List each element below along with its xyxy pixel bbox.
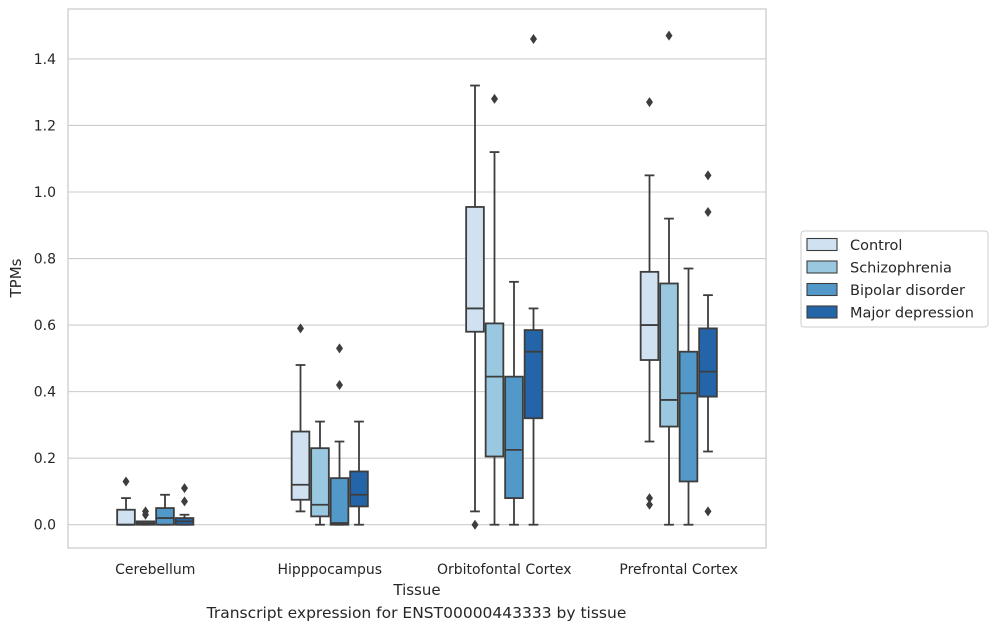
outlier-point	[471, 519, 479, 530]
y-tick-labels: 0.0 0.2 0.4 0.6 0.8 1.0 1.2 1.4	[34, 52, 56, 534]
box-iqr	[484, 322, 505, 458]
box-iqr	[659, 282, 679, 428]
y-tick-label: 0.8	[34, 252, 56, 268]
y-tick-label: 0.0	[34, 518, 56, 534]
box	[504, 280, 524, 526]
box	[523, 33, 544, 526]
box	[290, 323, 311, 513]
outlier-point	[646, 493, 653, 504]
box-iqr	[290, 430, 311, 501]
box-iqr	[523, 329, 544, 420]
box	[698, 170, 718, 517]
outlier-point	[122, 476, 130, 487]
box-iqr	[349, 470, 369, 508]
legend-entry: Schizophrenia	[850, 261, 952, 277]
box-iqr	[116, 508, 136, 526]
outlier-point	[181, 483, 188, 494]
box-iqr	[678, 350, 699, 483]
x-tick-labels: Cerebellum Hipppocampus Orbitofontal Corte…	[115, 562, 738, 578]
box	[329, 343, 350, 526]
outlier-point	[646, 499, 653, 510]
box	[465, 84, 485, 530]
x-tick-label: Hipppocampus	[277, 562, 382, 578]
outlier-point	[181, 496, 188, 507]
boxes	[116, 30, 718, 530]
y-tick-label: 1.4	[34, 52, 56, 68]
box	[310, 420, 330, 526]
legend-entry: Bipolar disorder	[850, 283, 965, 299]
box	[349, 420, 369, 526]
outlier-point	[336, 379, 343, 390]
box-iqr	[639, 270, 660, 361]
y-tick-label: 0.6	[34, 318, 56, 334]
outlier-point	[665, 30, 673, 41]
legend-swatch	[806, 305, 838, 319]
outlier-point	[704, 506, 712, 517]
box	[639, 97, 660, 510]
x-tick-label: Cerebellum	[115, 562, 195, 578]
outlier-point	[530, 33, 537, 44]
y-axis-label: TPMs	[7, 258, 25, 298]
legend-swatch	[806, 237, 838, 252]
box	[174, 483, 195, 526]
box	[135, 506, 156, 526]
legend-entry: Major depression	[850, 306, 974, 322]
outlier-point	[297, 323, 304, 334]
box	[659, 30, 679, 526]
box	[155, 493, 175, 526]
box	[116, 476, 136, 526]
box-iqr	[329, 477, 350, 526]
outlier-point	[704, 170, 712, 181]
x-tick-label: Prefrontal Cortex	[619, 562, 738, 578]
outlier-point	[646, 97, 653, 108]
legend-swatch	[806, 260, 838, 274]
y-tick-label: 0.4	[34, 385, 56, 401]
box	[484, 93, 505, 526]
outlier-point	[336, 343, 343, 354]
y-tick-label: 0.2	[34, 451, 56, 467]
box-iqr	[504, 375, 524, 499]
box-iqr	[698, 327, 718, 398]
box-iqr	[465, 206, 485, 333]
x-tick-label: Orbitofontal Cortex	[437, 562, 572, 578]
y-tick-label: 1.2	[34, 118, 56, 134]
outlier-point	[704, 206, 712, 217]
outlier-point	[142, 509, 149, 520]
outlier-point	[491, 93, 498, 104]
gridlines	[68, 58, 766, 526]
legend-swatch	[806, 282, 838, 297]
box-iqr	[155, 507, 175, 526]
plot-area-frame	[67, 8, 767, 549]
legend: Control Schizophrenia Bipolar disorder Majo…	[800, 230, 989, 328]
x-axis-label: Tissue	[392, 581, 440, 599]
box	[678, 267, 699, 526]
legend-frame	[800, 230, 989, 328]
legend-entry: Control	[850, 238, 902, 254]
y-tick-label: 1.0	[34, 185, 56, 201]
box-iqr	[310, 447, 330, 518]
figure-caption: Transcript expression for ENST0000044333…	[206, 604, 627, 622]
